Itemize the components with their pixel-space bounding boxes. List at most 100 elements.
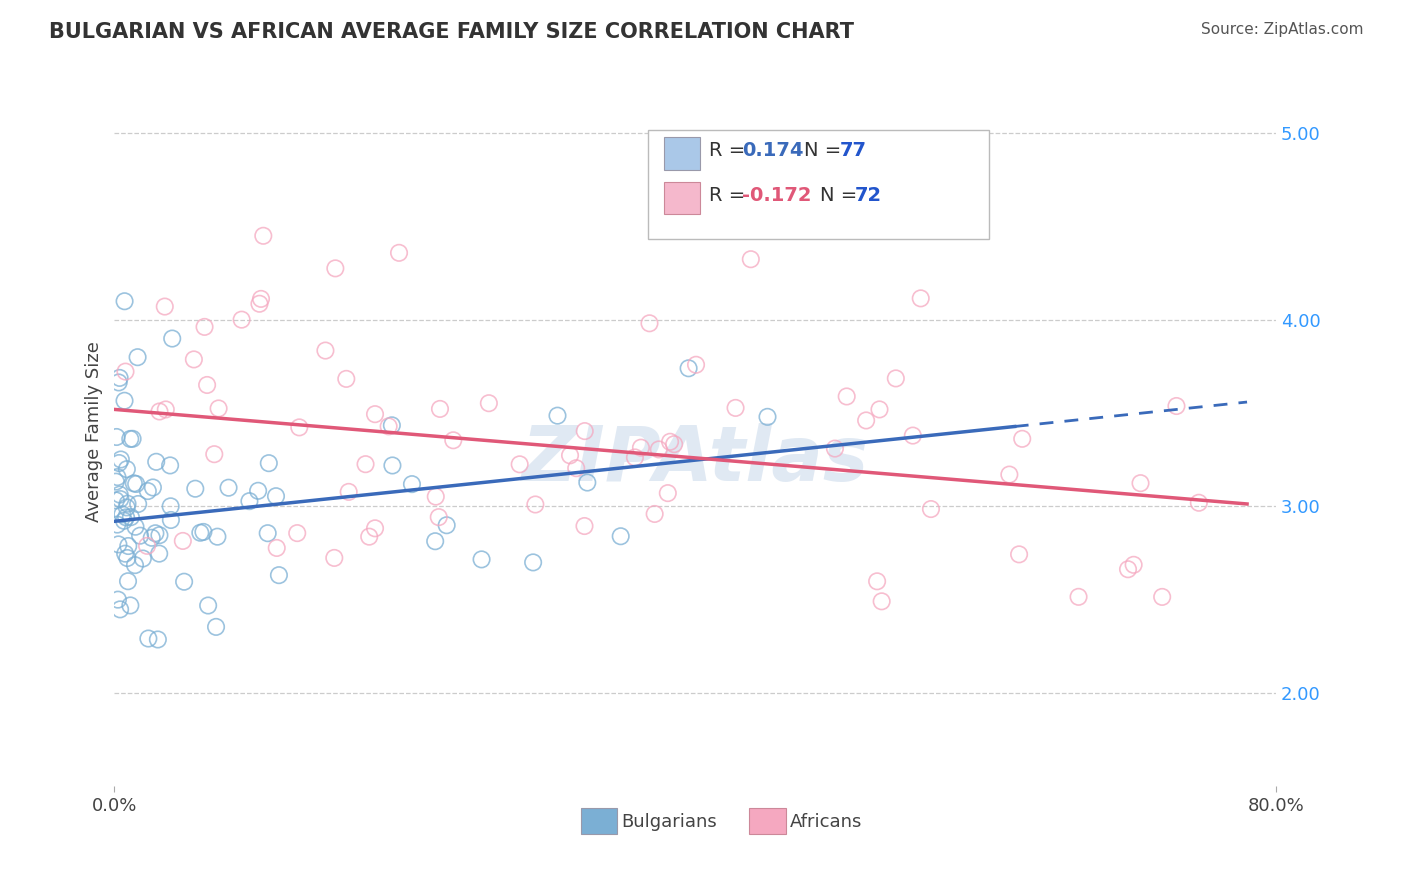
- Point: [129, 529, 152, 543]
- Point: [866, 574, 889, 589]
- Point: [173, 574, 195, 589]
- Point: [381, 458, 404, 473]
- Point: [205, 620, 228, 634]
- Point: [104, 493, 127, 508]
- Point: [657, 486, 679, 500]
- Y-axis label: Average Family Size: Average Family Size: [86, 342, 103, 522]
- Point: [285, 526, 308, 541]
- Point: [1116, 562, 1139, 576]
- Point: [218, 481, 240, 495]
- Point: [184, 482, 207, 496]
- Point: [108, 456, 131, 470]
- Point: [115, 510, 138, 524]
- Point: [638, 316, 661, 330]
- Point: [141, 531, 163, 545]
- Point: [337, 484, 360, 499]
- Point: [107, 592, 129, 607]
- Text: N =: N =: [820, 186, 863, 205]
- Point: [1122, 558, 1144, 572]
- Text: Source: ZipAtlas.com: Source: ZipAtlas.com: [1201, 22, 1364, 37]
- Text: R =: R =: [709, 141, 751, 161]
- Point: [429, 401, 451, 416]
- Point: [870, 594, 893, 608]
- Point: [124, 520, 146, 534]
- Point: [1067, 590, 1090, 604]
- Point: [153, 300, 176, 314]
- Point: [124, 558, 146, 573]
- Point: [136, 484, 159, 499]
- Point: [509, 458, 531, 472]
- Point: [252, 228, 274, 243]
- Text: Africans: Africans: [790, 813, 862, 830]
- Point: [547, 409, 569, 423]
- Point: [574, 424, 596, 438]
- Point: [145, 455, 167, 469]
- Point: [114, 294, 136, 309]
- Point: [756, 409, 779, 424]
- Point: [266, 541, 288, 555]
- Point: [644, 507, 666, 521]
- Point: [256, 526, 278, 541]
- Point: [377, 419, 399, 434]
- Text: ZIPAtlas: ZIPAtlas: [522, 423, 869, 497]
- Point: [249, 297, 271, 311]
- Point: [740, 252, 762, 267]
- Point: [183, 352, 205, 367]
- Point: [250, 292, 273, 306]
- Point: [160, 332, 183, 346]
- Point: [148, 404, 170, 418]
- Point: [381, 418, 404, 433]
- Point: [659, 434, 682, 449]
- Point: [1188, 496, 1211, 510]
- Point: [648, 442, 671, 457]
- Point: [238, 494, 260, 508]
- Point: [197, 599, 219, 613]
- Point: [132, 551, 155, 566]
- Point: [1008, 547, 1031, 561]
- Point: [159, 500, 181, 514]
- Point: [105, 517, 128, 532]
- Text: Bulgarians: Bulgarians: [621, 813, 717, 830]
- Point: [662, 437, 685, 451]
- Point: [1152, 590, 1174, 604]
- Text: 72: 72: [855, 186, 882, 205]
- Point: [159, 458, 181, 473]
- Point: [835, 389, 858, 403]
- Point: [471, 552, 494, 566]
- Point: [195, 378, 218, 392]
- Point: [325, 261, 347, 276]
- Point: [114, 365, 136, 379]
- Point: [104, 475, 127, 489]
- Point: [142, 481, 165, 495]
- Text: 0.174: 0.174: [742, 141, 804, 161]
- Point: [155, 402, 177, 417]
- Point: [146, 632, 169, 647]
- Point: [107, 537, 129, 551]
- Point: [609, 529, 631, 543]
- Point: [264, 489, 287, 503]
- Point: [359, 530, 381, 544]
- Point: [145, 526, 167, 541]
- Point: [441, 434, 464, 448]
- Point: [108, 602, 131, 616]
- Point: [188, 525, 211, 540]
- Point: [257, 456, 280, 470]
- Point: [845, 174, 868, 188]
- Point: [920, 502, 942, 516]
- Point: [624, 450, 647, 465]
- Point: [288, 420, 311, 434]
- Text: N =: N =: [804, 141, 848, 161]
- Point: [148, 547, 170, 561]
- Point: [127, 350, 149, 364]
- Point: [364, 407, 387, 421]
- Point: [522, 555, 544, 569]
- Point: [678, 361, 700, 376]
- Point: [478, 396, 501, 410]
- Point: [354, 457, 377, 471]
- Point: [117, 551, 139, 566]
- Point: [576, 475, 599, 490]
- Point: [148, 528, 170, 542]
- Point: [724, 401, 747, 415]
- Point: [120, 510, 142, 524]
- Point: [901, 428, 924, 442]
